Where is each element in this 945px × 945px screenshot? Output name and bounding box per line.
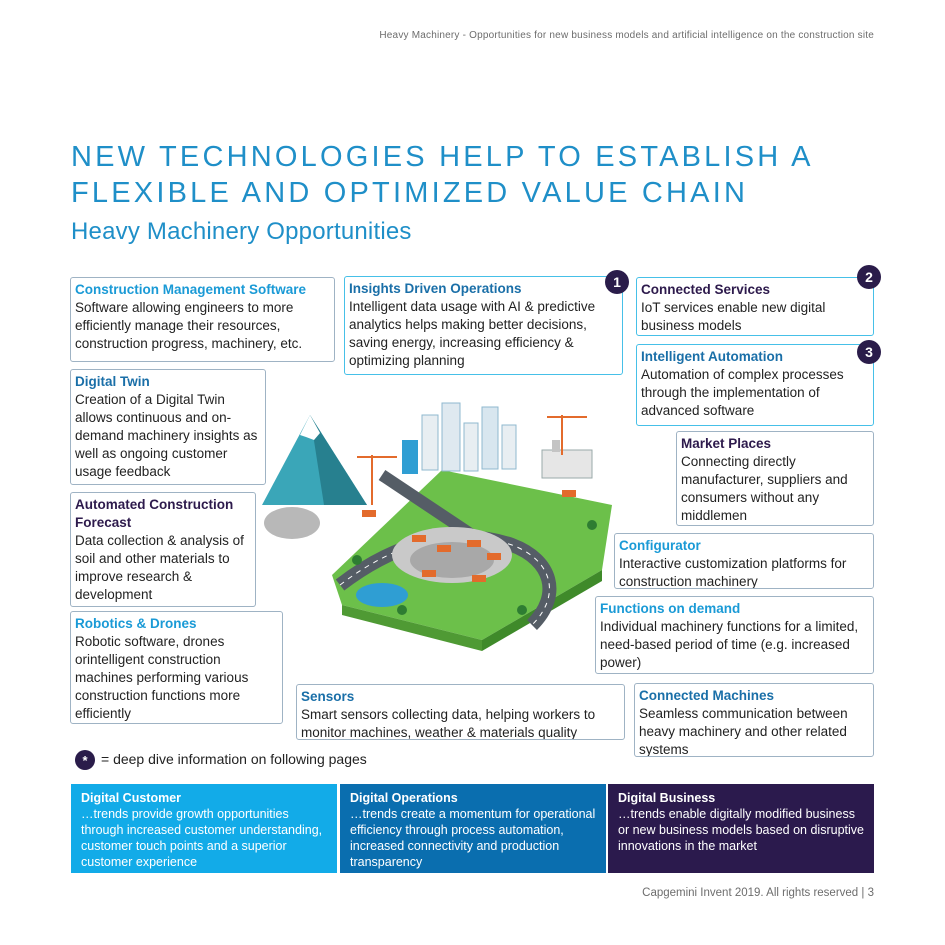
box-sensors: Sensors Smart sensors collecting data, h… <box>296 684 625 740</box>
badge-1: 1 <box>605 270 629 294</box>
box-body: Software allowing engineers to more effi… <box>75 300 303 351</box>
box-configurator: Configurator Interactive customization p… <box>614 533 874 589</box>
box-body: Automation of complex processes through … <box>641 367 844 418</box>
copyright-text: Capgemini Invent 2019. All rights reserv… <box>642 887 865 899</box>
page-number: 3 <box>867 887 874 899</box>
box-body: Interactive customization platforms for … <box>619 556 847 589</box>
badge-2: 2 <box>857 265 881 289</box>
box-body: Individual machinery functions for a lim… <box>600 619 859 670</box>
band-title: Digital Business <box>618 791 716 805</box>
box-body: Connecting directly manufacturer, suppli… <box>681 454 848 523</box>
box-title: Connected Machines <box>639 688 775 703</box>
box-body: Robotic software, drones orintelligent c… <box>75 634 249 721</box>
box-functions-on-demand: Functions on demand Individual machinery… <box>595 596 874 674</box>
band-title: Digital Operations <box>350 791 458 805</box>
box-body: IoT services enable new digital business… <box>641 300 826 333</box>
box-title: Market Places <box>681 436 772 451</box>
title-line-1: NEW TECHNOLOGIES HELP TO ESTABLISH A <box>71 141 814 173</box>
box-title: Connected Services <box>641 282 771 297</box>
box-body: Intelligent data usage with AI & predict… <box>349 299 596 368</box>
box-body: Creation of a Digital Twin allows contin… <box>75 392 258 479</box>
box-connected-machines: Connected Machines Seamless communicatio… <box>634 683 874 757</box>
box-title: Intelligent Automation <box>641 349 783 364</box>
footnote-text: = deep dive information on following pag… <box>101 751 367 767</box>
title-line-2: FLEXIBLE AND OPTIMIZED VALUE CHAIN <box>71 177 749 209</box>
badge-3: 3 <box>857 340 881 364</box>
box-digital-twin: Digital Twin Creation of a Digital Twin … <box>70 369 266 485</box>
box-title: Robotics & Drones <box>75 616 197 631</box>
box-title: Functions on demand <box>600 601 741 616</box>
page-header: Heavy Machinery - Opportunities for new … <box>379 30 874 41</box>
band-body: …trends create a momentum for operationa… <box>350 807 596 869</box>
box-connected-services: Connected Services IoT services enable n… <box>636 277 874 336</box>
box-title: Insights Driven Operations <box>349 281 522 296</box>
box-body: Smart sensors collecting data, helping w… <box>301 707 596 740</box>
box-insights-driven-operations: Insights Driven Operations Intelligent d… <box>344 276 623 375</box>
box-market-places: Market Places Connecting directly manufa… <box>676 431 874 526</box>
box-robotics-drones: Robotics & Drones Robotic software, dron… <box>70 611 283 724</box>
box-automated-construction-forecast: Automated Construction Forecast Data col… <box>70 492 256 607</box>
box-body: Data collection & analysis of soil and o… <box>75 533 244 602</box>
box-title: Construction Management Software <box>75 282 307 297</box>
band-digital-customer: Digital Customer …trends provide growth … <box>71 784 337 873</box>
box-title: Digital Twin <box>75 374 150 389</box>
box-intelligent-automation: Intelligent Automation Automation of com… <box>636 344 874 426</box>
band-title: Digital Customer <box>81 791 182 805</box>
band-digital-operations: Digital Operations …trends create a mome… <box>340 784 606 873</box>
band-digital-business: Digital Business …trends enable digitall… <box>608 784 874 873</box>
page-subtitle: Heavy Machinery Opportunities <box>71 218 412 245</box>
band-body: …trends enable digitally modified busine… <box>618 807 864 853</box>
box-title: Configurator <box>619 538 701 553</box>
box-title: Automated Construction Forecast <box>75 497 234 530</box>
page-footer: Capgemini Invent 2019. All rights reserv… <box>642 887 874 899</box>
construction-site-illustration <box>262 402 612 651</box>
page-title: NEW TECHNOLOGIES HELP TO ESTABLISH A FLE… <box>71 139 814 211</box>
box-construction-management-software: Construction Management Software Softwar… <box>70 277 335 362</box>
band-body: …trends provide growth opportunities thr… <box>81 807 323 869</box>
asterisk-icon: * <box>75 750 95 770</box>
box-title: Sensors <box>301 689 355 704</box>
box-body: Seamless communication between heavy mac… <box>639 706 848 757</box>
